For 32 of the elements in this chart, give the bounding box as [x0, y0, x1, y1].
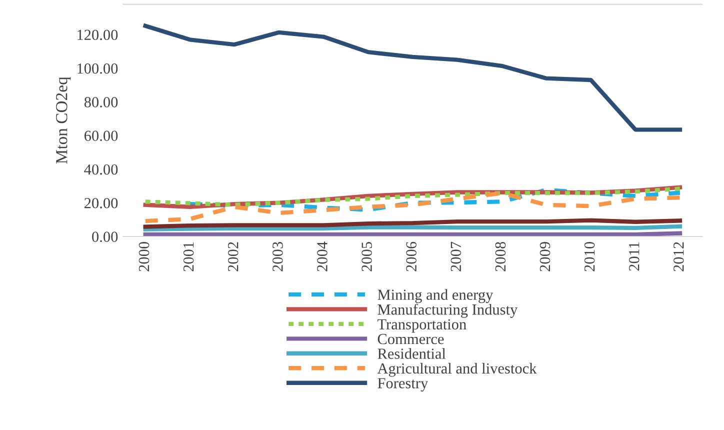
y-tick-label: 40.00	[84, 164, 118, 175]
x-tick-label: 2007	[450, 242, 462, 272]
legend-label: Manufacturing Industy	[378, 304, 518, 318]
line-series	[143, 218, 682, 229]
y-tick-label: 80.00	[84, 97, 118, 108]
legend-label: Transportation	[378, 319, 466, 333]
legend-label: Residential	[378, 348, 446, 359]
x-tick-label: 2008	[495, 242, 506, 272]
legend-label: Commerce	[378, 334, 444, 344]
x-tick-label: 2003	[272, 242, 283, 272]
y-tick-label: 20.00	[84, 198, 118, 208]
y-tick-label: 100.00	[78, 63, 118, 74]
legend-label: Agricultural and livestock	[377, 362, 537, 377]
line-series	[143, 191, 682, 224]
y-tick-label: 0.00	[92, 232, 118, 242]
line-series	[143, 24, 682, 132]
x-tick-label: 2011	[628, 242, 640, 271]
y-tick-label: 60.00	[84, 130, 118, 142]
x-tick-label: 2005	[362, 242, 372, 272]
x-tick-label: 2002	[228, 242, 238, 272]
x-tick-label: 2009	[540, 242, 550, 272]
y-axis-title: Mton CO2eq	[56, 76, 71, 164]
legend-label: Mining and energy	[378, 289, 494, 304]
x-tick-label: 2001	[183, 242, 194, 272]
y-tick-label: 120.00	[78, 30, 118, 40]
x-tick-label: 2012	[674, 242, 684, 272]
line-series	[188, 188, 682, 212]
x-tick-label: 2010	[584, 242, 595, 272]
x-tick-label: 2000	[138, 242, 150, 272]
x-tick-label: 2004	[317, 242, 328, 272]
x-tick-label: 2006	[406, 242, 417, 272]
legend-label: Forestry	[378, 378, 428, 392]
